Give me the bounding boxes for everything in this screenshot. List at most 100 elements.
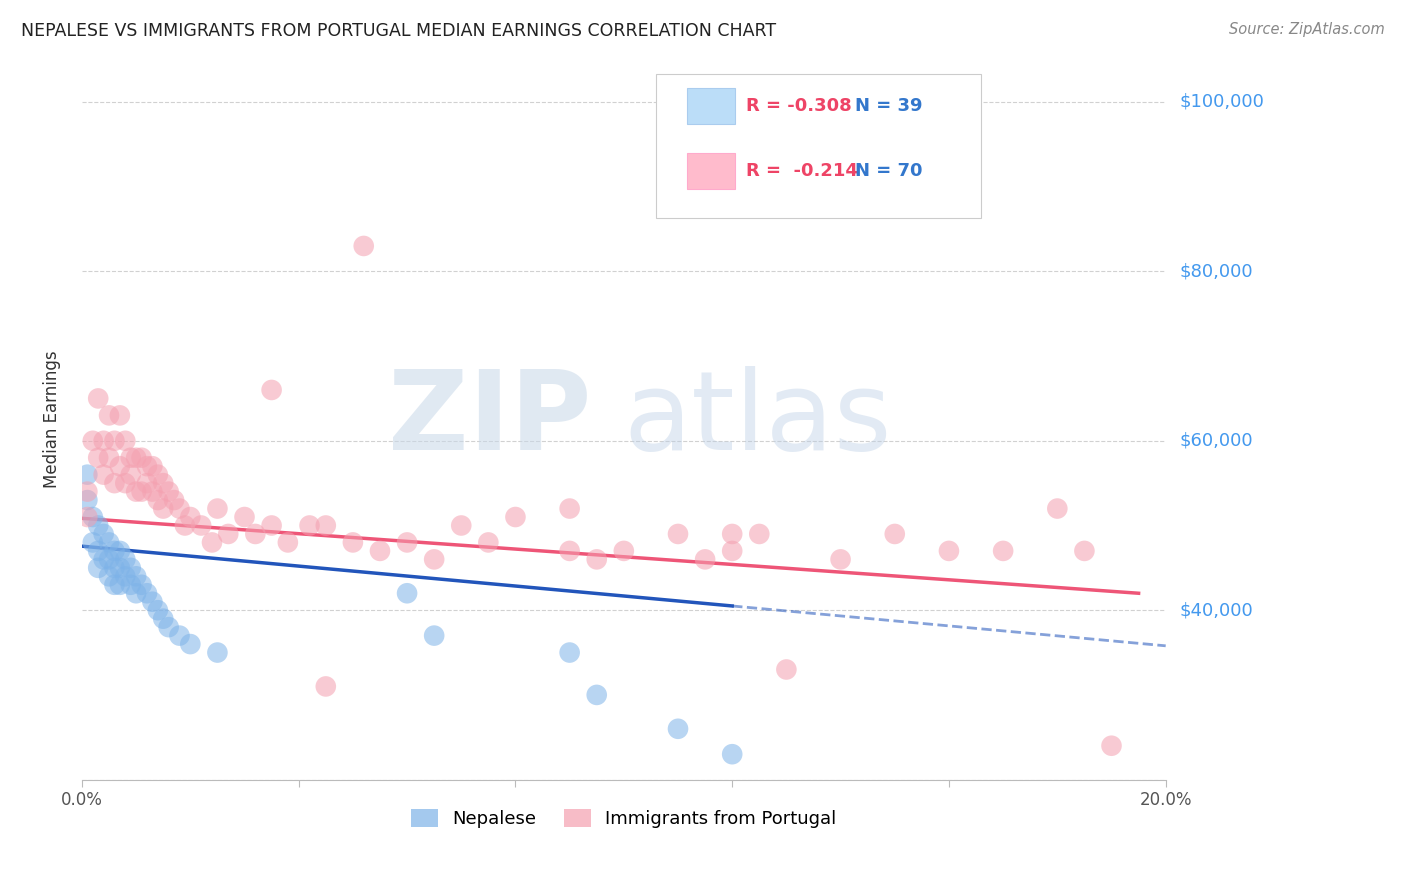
Point xyxy=(87,450,110,465)
Point xyxy=(131,450,153,465)
Text: R =  -0.214: R = -0.214 xyxy=(747,162,858,180)
Point xyxy=(108,578,131,592)
Text: N = 39: N = 39 xyxy=(855,97,922,115)
Point xyxy=(157,484,180,499)
Point xyxy=(152,501,174,516)
Point xyxy=(450,518,472,533)
Point xyxy=(558,544,581,558)
Point xyxy=(613,544,636,558)
Point xyxy=(146,493,169,508)
Text: Source: ZipAtlas.com: Source: ZipAtlas.com xyxy=(1229,22,1385,37)
Point xyxy=(693,552,716,566)
Text: $40,000: $40,000 xyxy=(1180,601,1253,619)
Point xyxy=(141,459,163,474)
Point xyxy=(201,535,224,549)
Point xyxy=(103,434,125,448)
Point xyxy=(157,620,180,634)
Point xyxy=(298,518,321,533)
Point xyxy=(93,467,115,482)
Point xyxy=(141,484,163,499)
Point xyxy=(775,663,797,677)
Point xyxy=(120,578,142,592)
Point xyxy=(76,510,98,524)
Point xyxy=(114,476,136,491)
Point xyxy=(558,646,581,660)
Text: $80,000: $80,000 xyxy=(1180,262,1253,280)
Point xyxy=(423,552,446,566)
Point xyxy=(179,637,201,651)
FancyBboxPatch shape xyxy=(686,153,735,189)
Point xyxy=(136,476,159,491)
Point xyxy=(883,527,905,541)
Text: $100,000: $100,000 xyxy=(1180,93,1264,111)
Point xyxy=(98,409,121,423)
Point xyxy=(666,722,689,736)
Point xyxy=(721,747,744,762)
Text: atlas: atlas xyxy=(624,366,893,473)
Text: ZIP: ZIP xyxy=(388,366,592,473)
Point xyxy=(82,510,104,524)
Point xyxy=(125,484,148,499)
Point xyxy=(163,493,186,508)
Point xyxy=(108,409,131,423)
Point xyxy=(93,552,115,566)
Point xyxy=(1073,544,1095,558)
Point xyxy=(1101,739,1123,753)
Point xyxy=(396,586,419,600)
Point xyxy=(136,586,159,600)
Point xyxy=(315,518,337,533)
Point xyxy=(87,544,110,558)
Point xyxy=(146,603,169,617)
Point xyxy=(423,629,446,643)
Point xyxy=(82,434,104,448)
Point xyxy=(368,544,391,558)
Point xyxy=(93,434,115,448)
Point xyxy=(108,544,131,558)
Point xyxy=(108,459,131,474)
Point xyxy=(938,544,960,558)
Point xyxy=(87,392,110,406)
Point xyxy=(87,518,110,533)
Point xyxy=(152,612,174,626)
Point xyxy=(98,535,121,549)
Point xyxy=(1046,501,1069,516)
Point xyxy=(141,595,163,609)
Point xyxy=(120,467,142,482)
Point xyxy=(396,535,419,549)
Text: $60,000: $60,000 xyxy=(1180,432,1253,450)
Point xyxy=(131,484,153,499)
Point xyxy=(207,646,229,660)
Point xyxy=(830,552,852,566)
Point xyxy=(991,544,1014,558)
Point xyxy=(277,535,299,549)
Point xyxy=(505,510,527,524)
Point xyxy=(76,493,98,508)
Text: N = 70: N = 70 xyxy=(855,162,922,180)
Point xyxy=(98,569,121,583)
Point xyxy=(315,680,337,694)
Point xyxy=(114,569,136,583)
Point xyxy=(477,535,499,549)
Point xyxy=(169,629,191,643)
Point xyxy=(114,434,136,448)
Point xyxy=(179,510,201,524)
Point xyxy=(108,561,131,575)
Point xyxy=(342,535,364,549)
Point xyxy=(87,561,110,575)
Point xyxy=(260,518,283,533)
Point xyxy=(120,450,142,465)
Point xyxy=(748,527,770,541)
Point xyxy=(82,535,104,549)
Point xyxy=(585,552,607,566)
Point xyxy=(174,518,197,533)
Point xyxy=(125,586,148,600)
Point xyxy=(152,476,174,491)
Point xyxy=(666,527,689,541)
Legend: Nepalese, Immigrants from Portugal: Nepalese, Immigrants from Portugal xyxy=(404,802,844,836)
Point xyxy=(233,510,256,524)
Text: NEPALESE VS IMMIGRANTS FROM PORTUGAL MEDIAN EARNINGS CORRELATION CHART: NEPALESE VS IMMIGRANTS FROM PORTUGAL MED… xyxy=(21,22,776,40)
Point xyxy=(93,527,115,541)
Point xyxy=(721,527,744,541)
Point xyxy=(98,450,121,465)
Point xyxy=(136,459,159,474)
